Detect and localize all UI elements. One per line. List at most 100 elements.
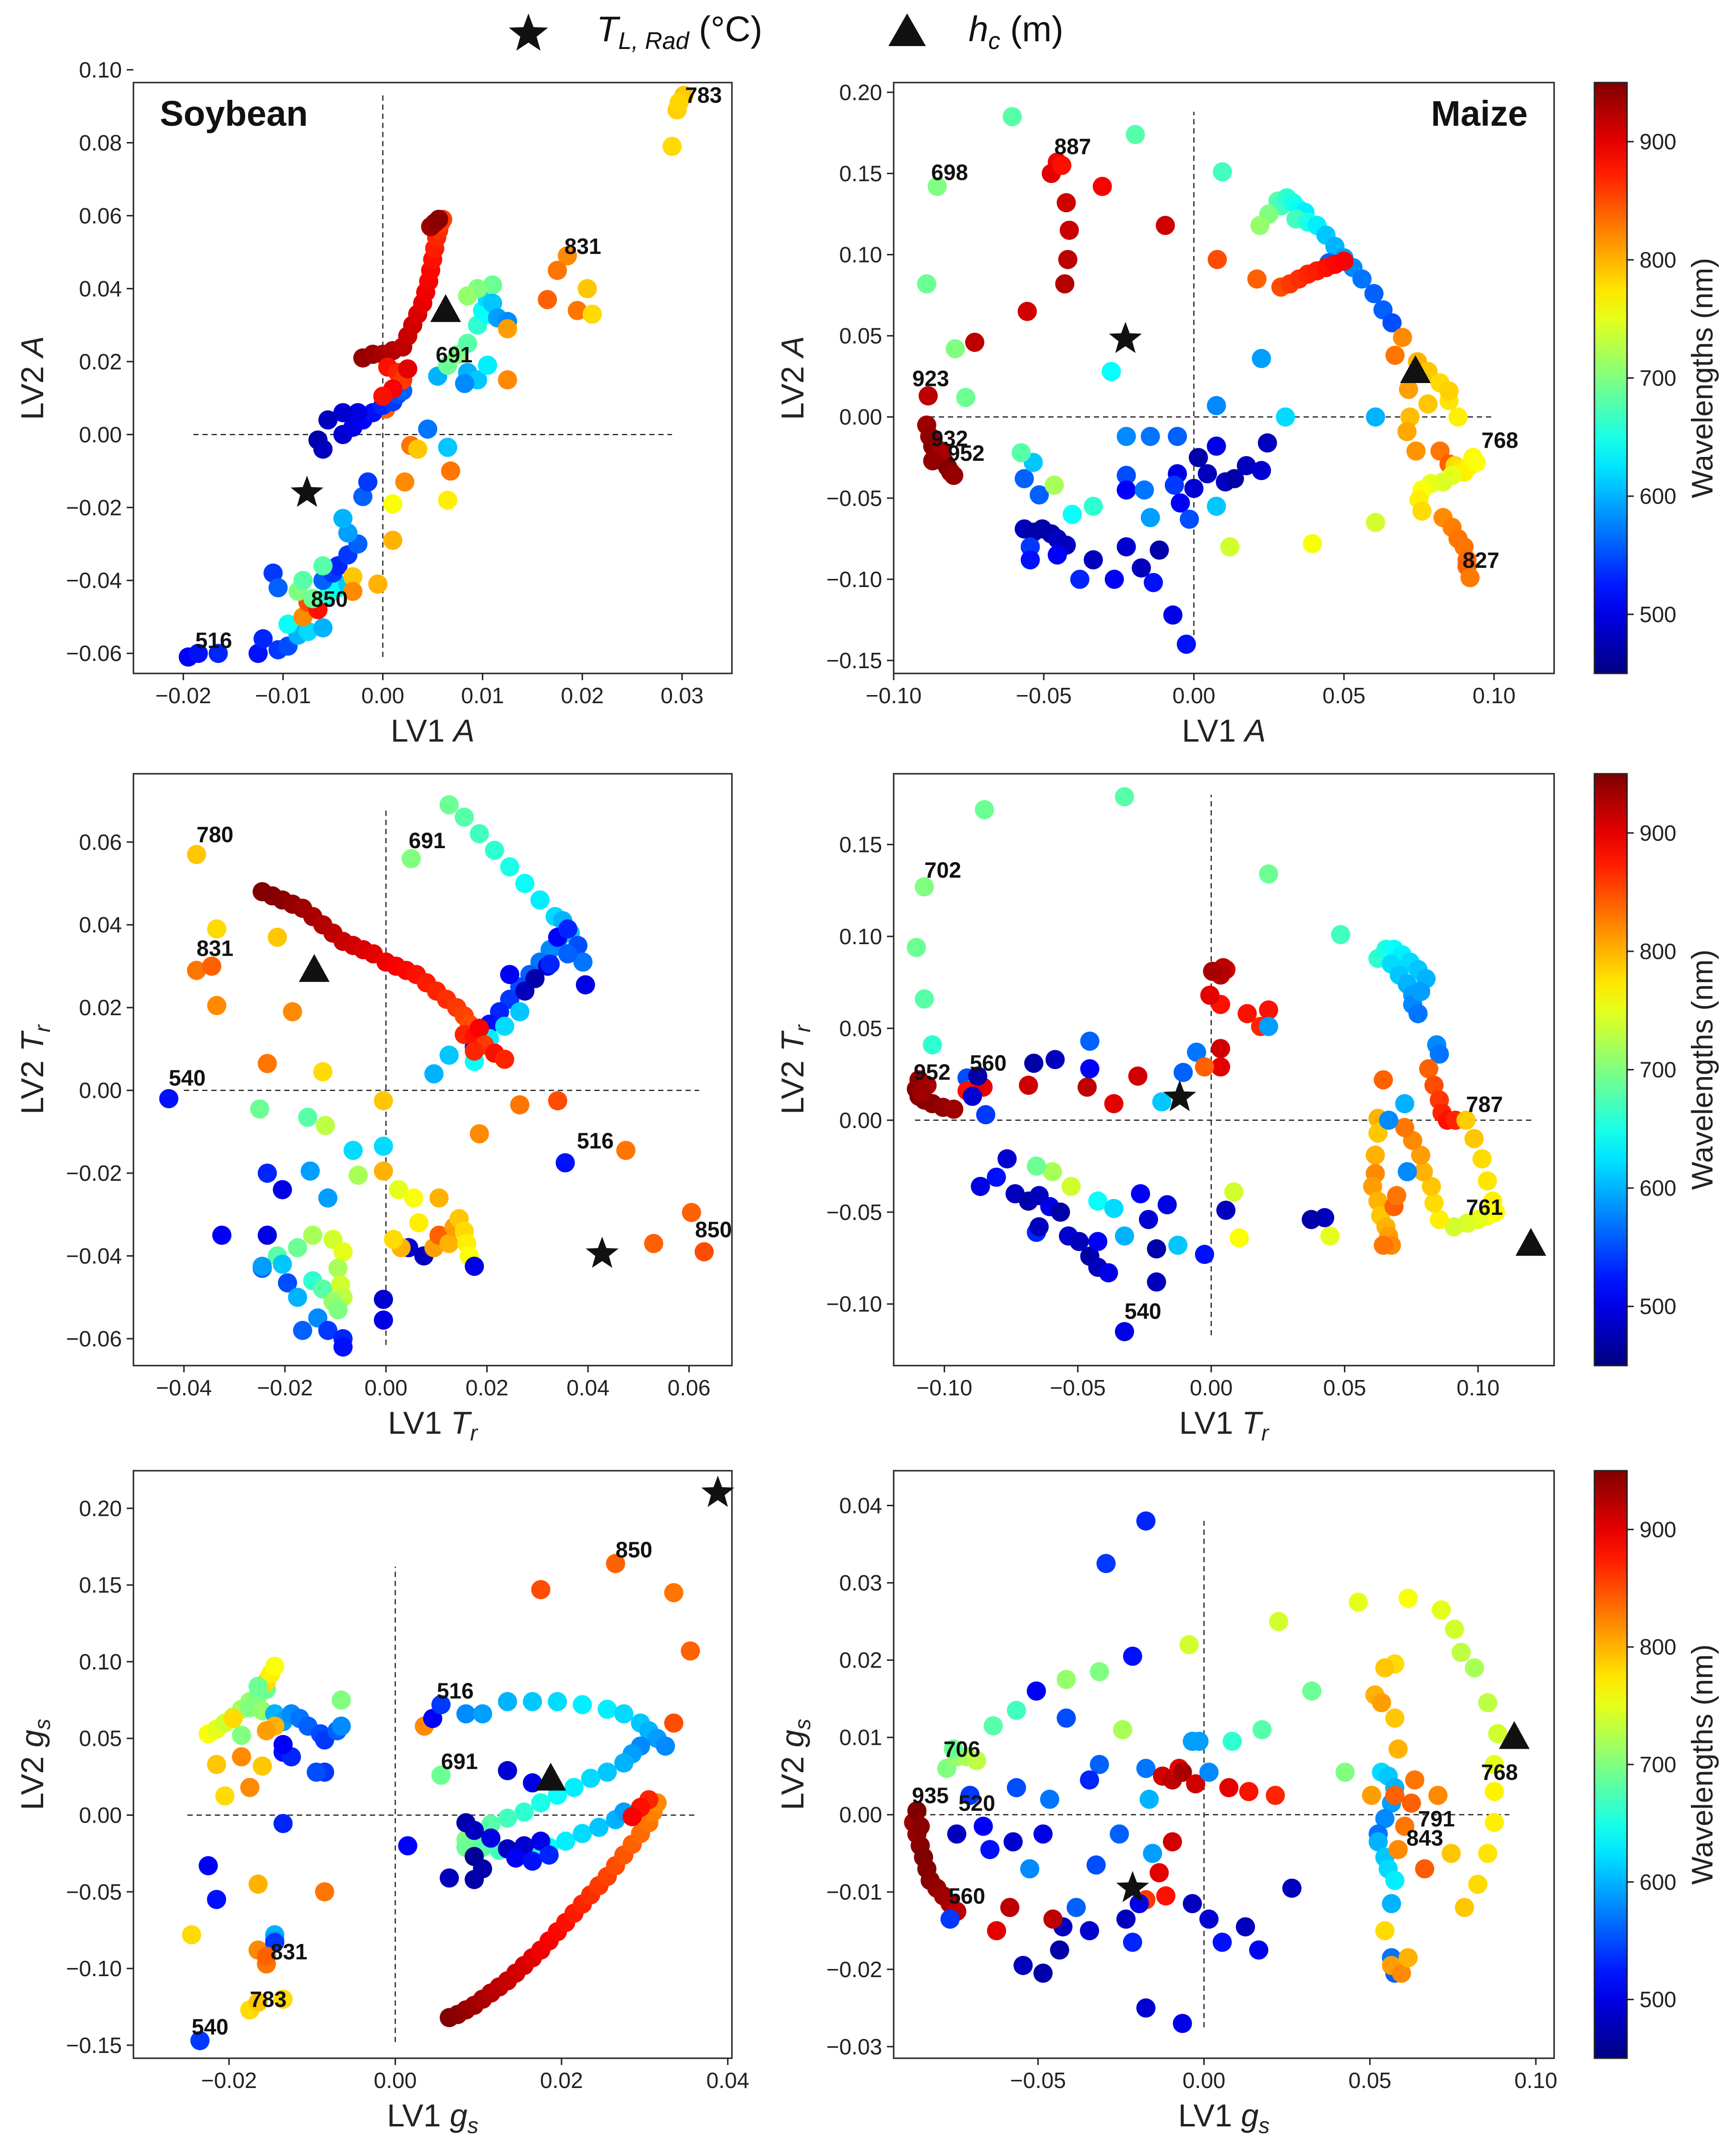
data-point [1033, 1824, 1053, 1844]
x-tick-label: 0.04 [706, 2068, 750, 2093]
data-point [1056, 193, 1076, 213]
data-point [1149, 1863, 1169, 1883]
data-point [439, 1045, 459, 1065]
data-point [1104, 1199, 1124, 1218]
data-point [1365, 1145, 1385, 1165]
data-point [465, 1821, 484, 1840]
data-point [907, 1801, 927, 1821]
data-point [232, 1747, 251, 1766]
points-group [917, 107, 1486, 654]
data-point [1116, 480, 1136, 500]
data-point [1203, 961, 1222, 981]
data-point [353, 487, 372, 506]
data-point [1211, 1057, 1231, 1077]
data-point [1099, 1263, 1118, 1283]
x-tick-label: 0.02 [540, 2068, 583, 2093]
data-point [644, 1234, 663, 1253]
data-point [1058, 250, 1078, 269]
data-point [1408, 1004, 1428, 1023]
data-point [273, 1735, 293, 1754]
y-tick-label: −0.10 [66, 1956, 122, 1981]
data-point [573, 1695, 592, 1715]
data-point [614, 1753, 634, 1773]
data-point [1183, 1894, 1202, 1913]
data-point [1199, 1909, 1219, 1929]
star-marker [586, 1236, 619, 1268]
data-point [1334, 252, 1354, 271]
point-label: 560 [948, 1884, 985, 1908]
data-point [1045, 1050, 1065, 1069]
data-point [187, 960, 206, 980]
data-point [1385, 1786, 1405, 1805]
data-point [1464, 1129, 1484, 1149]
data-point [1104, 1094, 1124, 1114]
colorbar-tick-label: 700 [1640, 366, 1676, 391]
triangle-marker [1400, 355, 1431, 383]
data-point [616, 1140, 635, 1160]
y-tick-label: 0.00 [839, 1802, 882, 1827]
data-point [1411, 1145, 1430, 1165]
data-point [539, 1845, 559, 1865]
data-point [987, 1921, 1006, 1941]
data-point [927, 177, 947, 196]
data-point [389, 1180, 408, 1200]
data-point [273, 1180, 292, 1200]
x-tick-label: 0.04 [566, 1375, 610, 1400]
crop-title: Soybean [160, 94, 308, 133]
data-point [1382, 313, 1402, 333]
data-point [288, 1238, 307, 1258]
y-axis-label: LV2 A [775, 336, 810, 420]
data-point [273, 1814, 293, 1833]
y-tick-label: 0.00 [79, 1078, 122, 1103]
legend: TL, Rad (°C) hc (m) [509, 9, 1064, 54]
data-point [1116, 537, 1136, 557]
point-label: 691 [436, 342, 473, 367]
point-label: 787 [1466, 1092, 1503, 1117]
data-point [1375, 1658, 1395, 1678]
data-point [556, 1831, 575, 1851]
x-tick-label: 0.10 [1514, 2068, 1557, 2093]
data-point [1200, 985, 1220, 1005]
y-tick-label: 0.15 [839, 161, 882, 186]
data-point [1382, 1894, 1401, 1913]
data-point [1431, 1600, 1451, 1620]
data-point [348, 1165, 368, 1185]
x-tick-label: 0.10 [1473, 683, 1516, 708]
x-tick-label: 0.00 [1183, 2068, 1226, 2093]
x-axis-label: LV1 Tr [388, 1405, 478, 1445]
data-point [404, 1188, 423, 1208]
data-point [1387, 1186, 1406, 1205]
point-label: 783 [685, 83, 722, 108]
x-tick-label: 0.06 [668, 1375, 711, 1400]
data-point [207, 1755, 227, 1774]
data-point [682, 1203, 701, 1222]
data-point [465, 1257, 484, 1276]
data-point [248, 1992, 268, 2012]
data-point [1114, 787, 1134, 806]
data-point [1056, 1669, 1076, 1689]
data-point [273, 1254, 292, 1274]
data-point [598, 1700, 617, 1719]
data-point [429, 1188, 449, 1208]
data-point [1138, 1210, 1158, 1229]
data-point [1147, 1239, 1166, 1259]
data-point [1320, 1226, 1340, 1246]
data-point [265, 1656, 285, 1676]
data-point [1257, 433, 1277, 453]
data-point [1451, 1643, 1471, 1662]
data-point [1207, 496, 1226, 516]
data-point [189, 644, 208, 663]
y-tick-label: 0.05 [839, 1016, 882, 1041]
data-point [1465, 1658, 1485, 1678]
data-point [506, 1848, 526, 1868]
data-point [1168, 427, 1187, 446]
data-point [328, 1259, 348, 1278]
point-label: 520 [958, 1791, 995, 1816]
y-tick-label: 0.00 [79, 422, 122, 447]
x-tick-label: 0.05 [1323, 1375, 1366, 1400]
x-tick-label: 0.03 [660, 683, 704, 708]
x-tick-label: 0.05 [1348, 2068, 1391, 2093]
data-point [922, 1035, 942, 1055]
data-point [1488, 1724, 1508, 1743]
data-point [555, 1153, 575, 1173]
